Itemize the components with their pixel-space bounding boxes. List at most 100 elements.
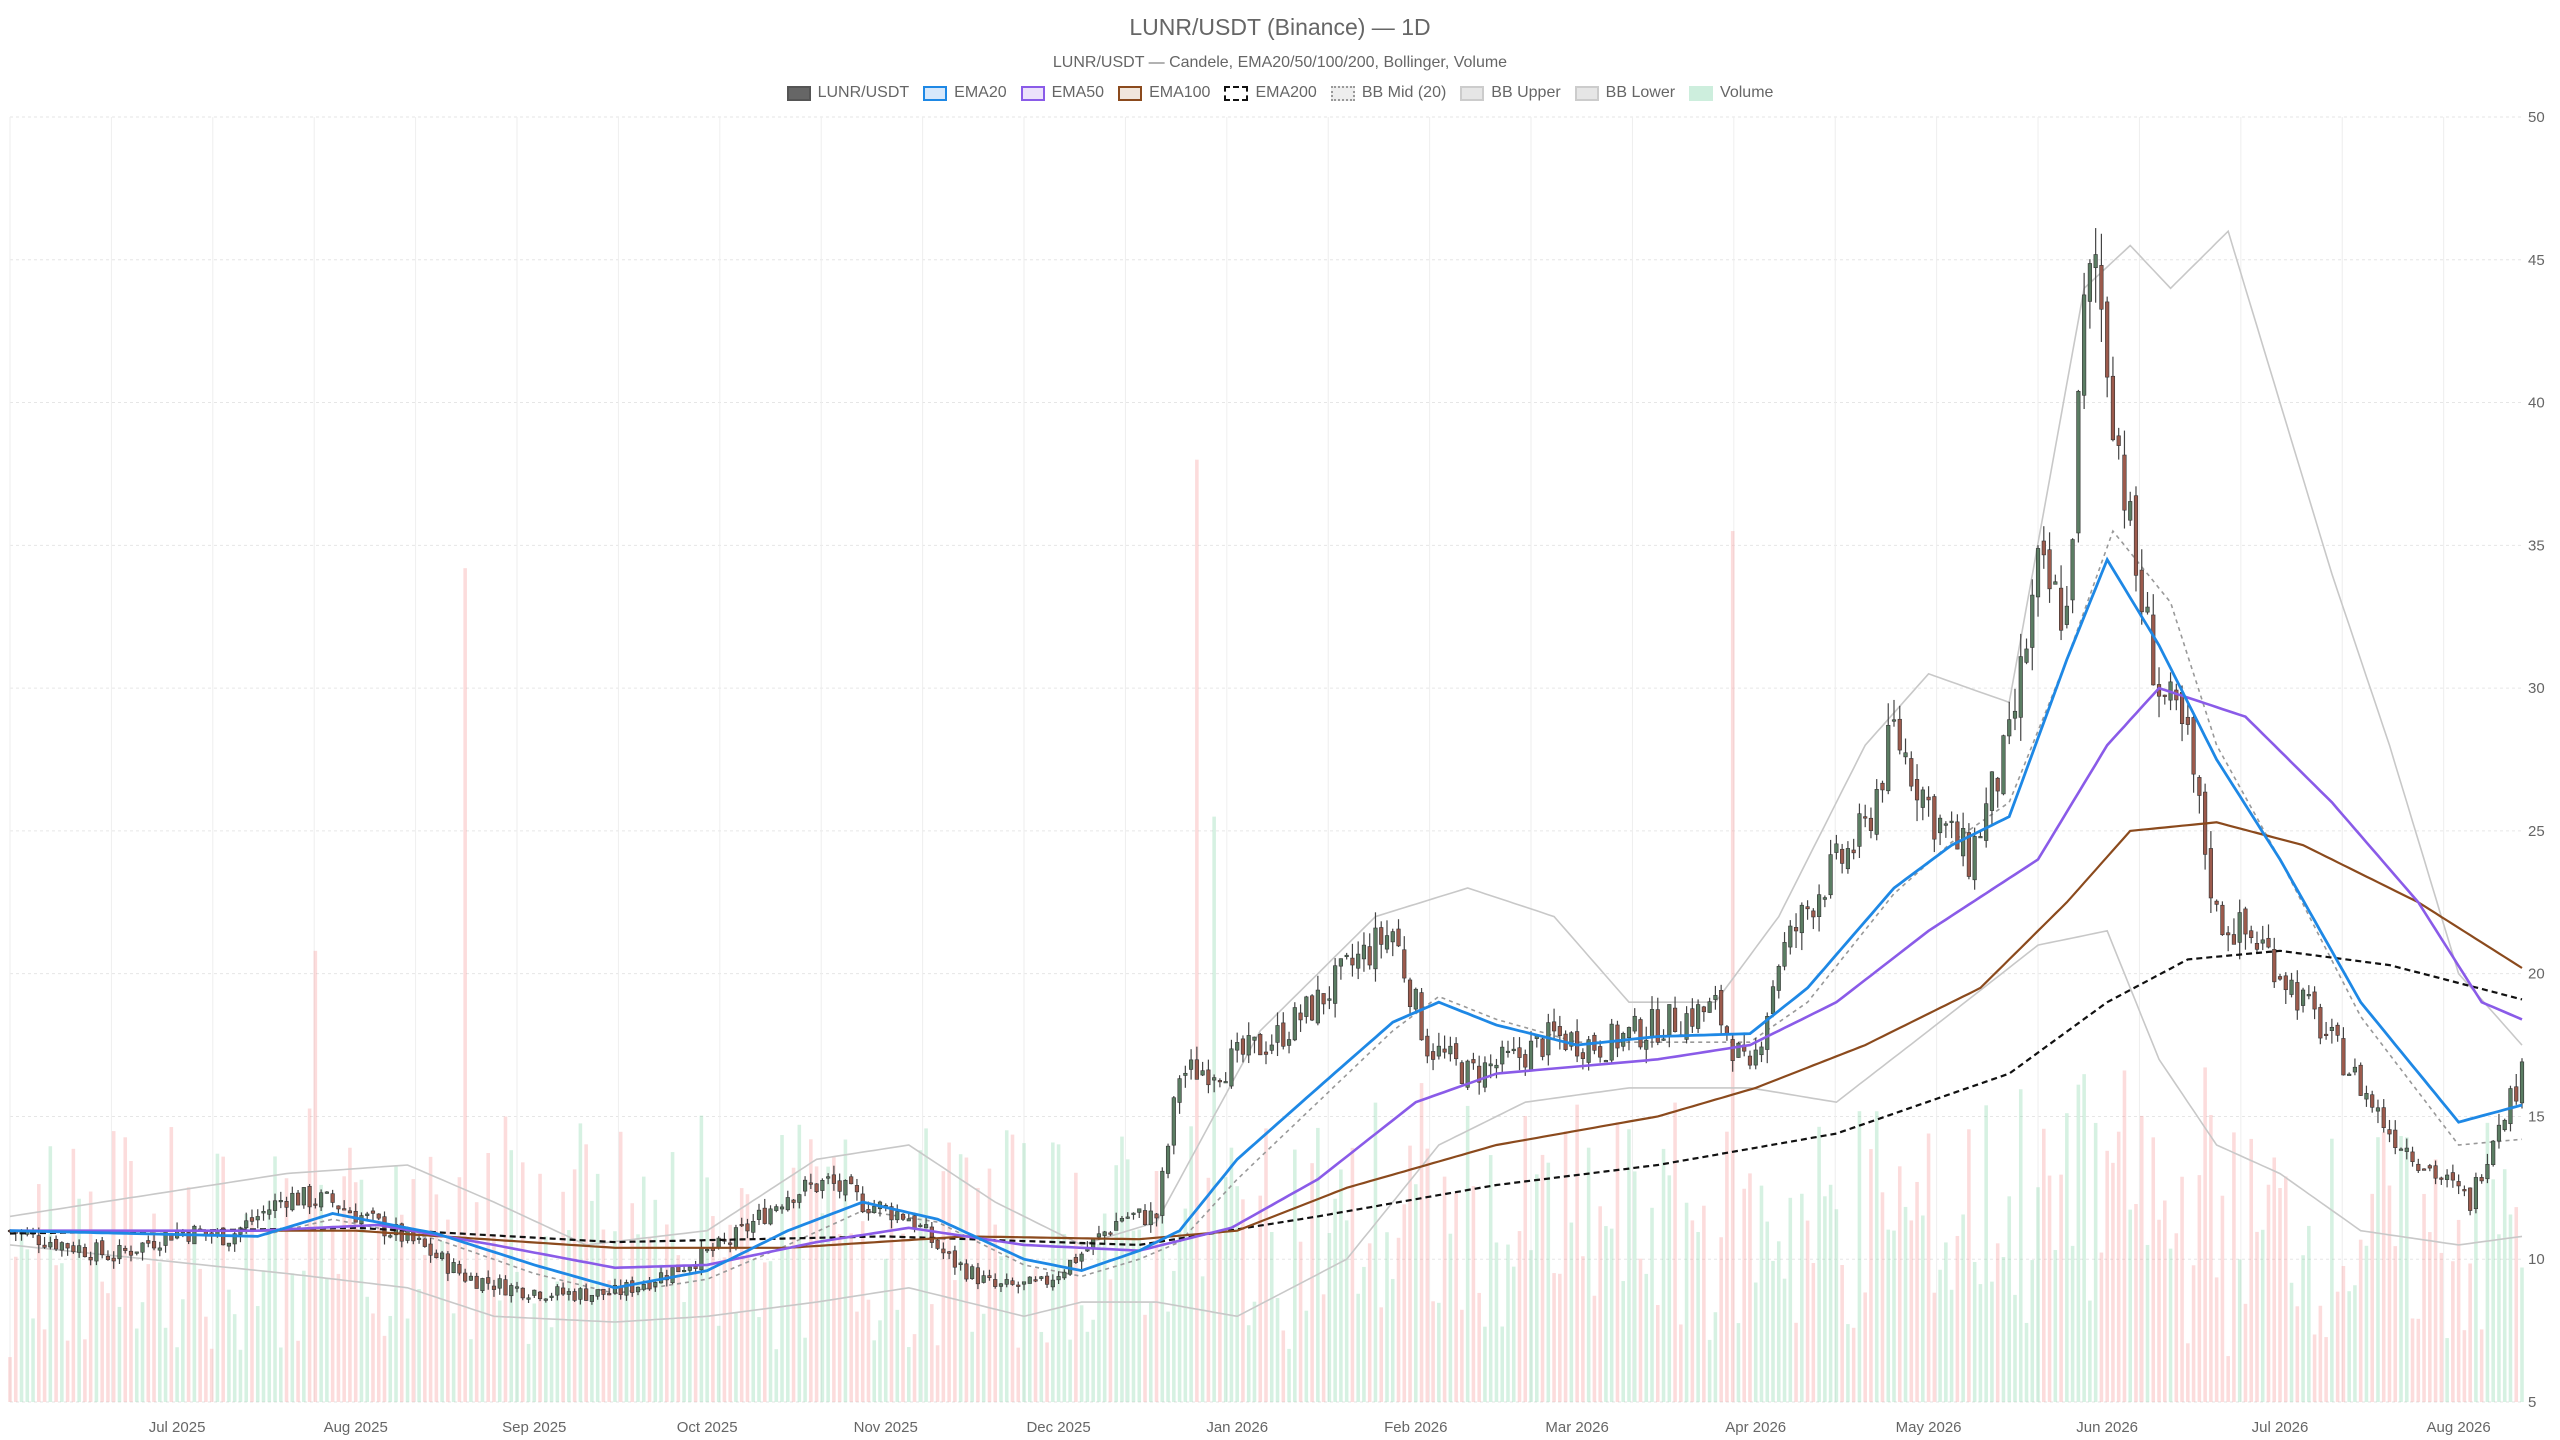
x-tick-label: Nov 2025 [854, 1419, 918, 1436]
candle-body [1943, 823, 1948, 826]
volume-bar [1546, 1162, 1551, 1402]
volume-bar [1033, 1268, 1038, 1402]
candle-body [705, 1249, 710, 1252]
candle-body [2450, 1172, 2455, 1181]
volume-bar [2255, 1231, 2259, 1402]
volume-bar [774, 1349, 779, 1402]
volume-bar [1690, 1220, 1695, 1402]
volume-bar [2209, 1114, 2213, 1402]
candle-body [284, 1201, 289, 1208]
volume-bar [2502, 1169, 2507, 1402]
legend-item-bbmid[interactable]: BB Mid (20) [1330, 84, 1446, 102]
candle-body [1644, 1039, 1649, 1050]
volume-bar [1644, 1273, 1649, 1402]
candle-body [2427, 1165, 2432, 1169]
legend-item-ema50[interactable]: EMA50 [1020, 84, 1104, 102]
legend-item-ema20[interactable]: EMA20 [923, 84, 1007, 102]
volume-bar [935, 1345, 940, 1402]
volume-bar [2399, 1136, 2403, 1402]
candle-body [543, 1298, 548, 1301]
candle-body [1338, 958, 1343, 967]
candle-body [2445, 1174, 2450, 1180]
candle-body [1275, 1025, 1280, 1043]
candle-body [2007, 719, 2012, 737]
legend-item-bbupper[interactable]: BB Upper [1460, 84, 1561, 102]
candle-body [912, 1215, 917, 1229]
volume-bar [1817, 1126, 1821, 1402]
volume-bar [2439, 1252, 2444, 1402]
volume-bar [13, 1256, 18, 1402]
candle-body [1615, 1024, 1620, 1049]
volume-bar [1869, 1149, 1873, 1402]
ema100-line [10, 821, 2523, 1249]
candle-body [1142, 1210, 1148, 1226]
volume-bar [1442, 1176, 1447, 1402]
candle-body [837, 1180, 842, 1192]
volume-bar [440, 1241, 444, 1402]
candle-body [2404, 1147, 2409, 1152]
candle-body [2047, 549, 2052, 590]
volume-bar [2174, 1233, 2179, 1402]
legend-item-candles[interactable]: LUNR/USDT [786, 84, 909, 102]
volume-bar [987, 1168, 992, 1402]
candle-body [975, 1267, 981, 1285]
candle-body [1920, 789, 1925, 808]
volume-bar [2249, 1138, 2253, 1402]
volume-bar [48, 1146, 53, 1402]
candle-body [342, 1208, 347, 1211]
volume-bar [2272, 1157, 2277, 1402]
volume-bar [1834, 1209, 1839, 1402]
candle-body [682, 1269, 687, 1273]
volume-bar [250, 1217, 254, 1402]
legend-item-bblower[interactable]: BB Lower [1574, 84, 1675, 102]
candle-body [1874, 789, 1879, 835]
volume-bar [762, 1262, 767, 1402]
candle-body [1333, 965, 1338, 1004]
volume-bar [181, 1299, 185, 1402]
candle-body [1776, 965, 1781, 991]
candle-body [347, 1210, 353, 1214]
volume-bar [480, 1280, 485, 1402]
volume-bar [1627, 1129, 1631, 1402]
y-tick-label: 5 [2528, 1394, 2536, 1411]
candle-body [1586, 1039, 1591, 1063]
volume-bar [71, 1148, 76, 1402]
volume-bar [653, 1199, 658, 1402]
legend-item-ema200[interactable]: EMA200 [1224, 84, 1317, 102]
volume-bar [2214, 1277, 2219, 1402]
candle-body [2318, 1007, 2323, 1039]
candle-body [1799, 904, 1804, 934]
volume-bar [273, 1156, 277, 1402]
volume-bar [503, 1116, 508, 1402]
volume-bar [1978, 1284, 1983, 1402]
candle-body [1517, 1047, 1522, 1058]
legend-item-volume[interactable]: Volume [1689, 84, 1773, 102]
volume-bar [31, 1318, 35, 1402]
volume-bar [1275, 1297, 1280, 1402]
volume-bar [895, 1309, 900, 1402]
volume-bar [1921, 1215, 1925, 1402]
volume-bar [1206, 1177, 1211, 1402]
legend-item-ema100[interactable]: EMA100 [1118, 84, 1210, 102]
candle-body [1632, 1015, 1637, 1032]
volume-bar [947, 1142, 951, 1402]
ema20-line [9, 556, 2523, 1290]
x-tick-label: Oct 2025 [677, 1419, 738, 1436]
candle-body [866, 1209, 871, 1214]
candle-body [1350, 957, 1355, 966]
candle-body [1788, 925, 1793, 948]
volume-bar [2410, 1318, 2415, 1402]
candle-body [797, 1194, 802, 1203]
candle-body [1488, 1063, 1493, 1067]
volume-bar [1863, 1292, 1867, 1402]
candle-body [2462, 1189, 2467, 1192]
volume-bar [1310, 1163, 1314, 1402]
volume-bar [1846, 1324, 1850, 1402]
candle-body [2479, 1177, 2484, 1182]
volume-bar [2364, 1245, 2369, 1402]
volume-bar [1085, 1331, 1090, 1402]
candle-body [128, 1250, 134, 1256]
volume-bar [2341, 1265, 2346, 1402]
candle-body [1955, 821, 1960, 850]
candle-body [1598, 1046, 1603, 1058]
